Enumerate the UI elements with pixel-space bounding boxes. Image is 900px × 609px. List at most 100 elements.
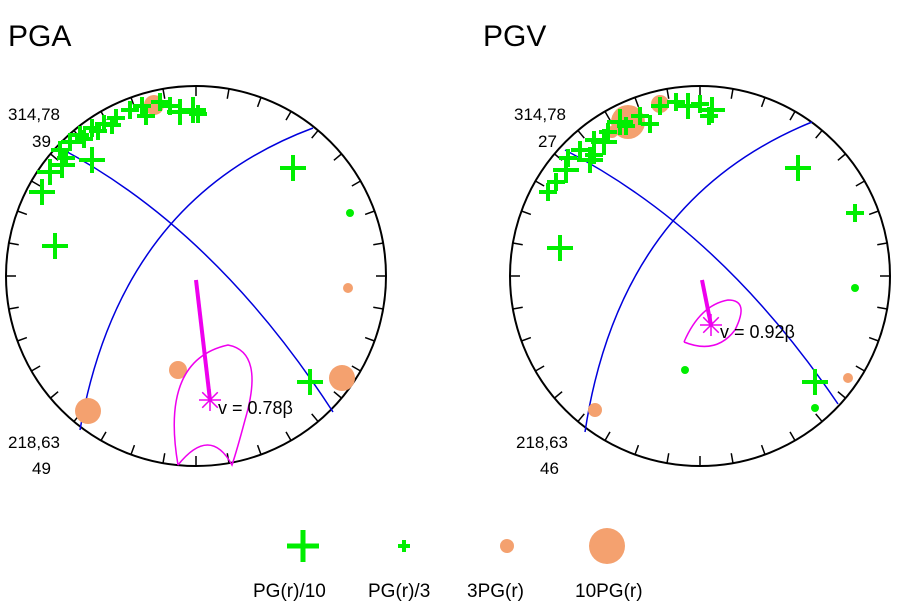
tick-mark [311,129,319,139]
plus-marker [61,133,79,151]
tick-mark [31,365,41,372]
legend-label-circle-large: 10PG(r) [575,581,643,602]
tick-mark [130,444,136,455]
plus-marker [547,173,565,191]
nodal-plane-arc [564,149,839,405]
pgv-panel: PGV 314,78 27 218,63 46 v = 0.92β [483,20,891,478]
plus-marker [846,204,864,222]
tick-mark [8,242,19,246]
tick-mark [226,88,230,99]
tick-mark [256,97,262,108]
tick-mark [535,365,545,372]
nodal-plane-arc [59,147,334,413]
tick-mark [49,153,59,161]
circle-marker [343,283,353,293]
bottom-left-label-line2: 49 [32,459,51,478]
star-icon [199,389,221,411]
plus-marker [675,93,701,119]
tick-mark [162,453,166,464]
panel-title: PGV [483,20,546,53]
top-left-label-line2: 39 [32,132,51,151]
top-left-label-line1: 314,78 [514,105,566,124]
tick-mark [760,97,766,108]
circle-marker [169,361,187,379]
tick-mark [868,210,879,216]
tick-mark [789,431,796,441]
tick-mark [100,431,107,441]
circle-marker [589,528,625,564]
circle-marker [681,366,689,374]
bottom-left-label-line1: 218,63 [8,433,60,452]
plus-marker [802,369,828,395]
tick-mark [351,365,361,372]
circle-marker [811,404,819,412]
plus-marker [667,93,685,111]
plus-marker [29,179,55,205]
tick-mark [49,391,59,399]
circle-marker [329,365,355,391]
plus-marker [651,97,669,115]
plus-marker [42,233,68,259]
circle-marker [851,284,859,292]
tick-mark [162,88,166,99]
uncertainty-ellipse [683,299,742,348]
tick-mark [837,153,847,161]
legend: PG(r)/10 PG(r)/3 3PG(r) 10PG(r) [253,528,643,602]
tick-mark [364,210,375,216]
star-icon [700,314,722,336]
tick-mark [311,413,319,423]
tick-mark [634,444,640,455]
velocity-vector [700,279,713,326]
tick-mark [373,306,384,310]
circle-marker [843,373,853,383]
tick-mark [877,306,888,310]
tick-mark [285,111,292,121]
velocity-label: v = 0.78β [218,398,293,418]
circle-marker [500,539,514,553]
plus-marker [75,130,93,148]
tick-mark [535,180,545,187]
tick-mark [815,129,823,139]
tick-mark [877,242,888,246]
plus-marker [37,159,63,185]
legend-symbols [287,528,625,564]
plus-marker [699,97,725,123]
tick-mark [373,242,384,246]
tick-mark [512,306,523,310]
tick-mark [512,242,523,246]
nodal-plane-arc [79,127,314,431]
tick-mark [577,413,585,423]
tick-mark [730,88,734,99]
plus-marker [79,147,105,173]
velocity-vector [194,279,212,401]
plus-marker [607,109,633,135]
tick-mark [31,180,41,187]
tick-mark [837,391,847,399]
velocity-label: v = 0.92β [720,322,795,342]
tick-mark [815,413,823,423]
plus-marker [539,183,557,201]
panel-title: PGA [8,20,71,53]
tick-mark [17,336,28,342]
plus-marker [571,141,589,159]
plus-marker [547,235,573,261]
tick-mark [8,306,19,310]
tick-mark [577,129,585,139]
pga-panel: PGA 314,78 39 218,63 49 v = 0.78β [5,20,387,478]
tick-mark [256,444,262,455]
plus-marker [398,540,410,552]
plus-marker [287,530,319,562]
circle-marker [346,209,354,217]
legend-label-plus-small: PG(r)/3 [368,581,430,602]
tick-mark [364,336,375,342]
legend-label-plus-large: PG(r)/10 [253,581,326,602]
top-left-label-line1: 314,78 [8,105,60,124]
tick-mark [634,97,640,108]
tick-mark [789,111,796,121]
circle-marker [75,398,101,424]
tick-mark [333,153,343,161]
plus-marker [280,155,306,181]
tick-mark [521,336,532,342]
plus-marker [151,93,169,111]
plus-marker [180,97,206,123]
